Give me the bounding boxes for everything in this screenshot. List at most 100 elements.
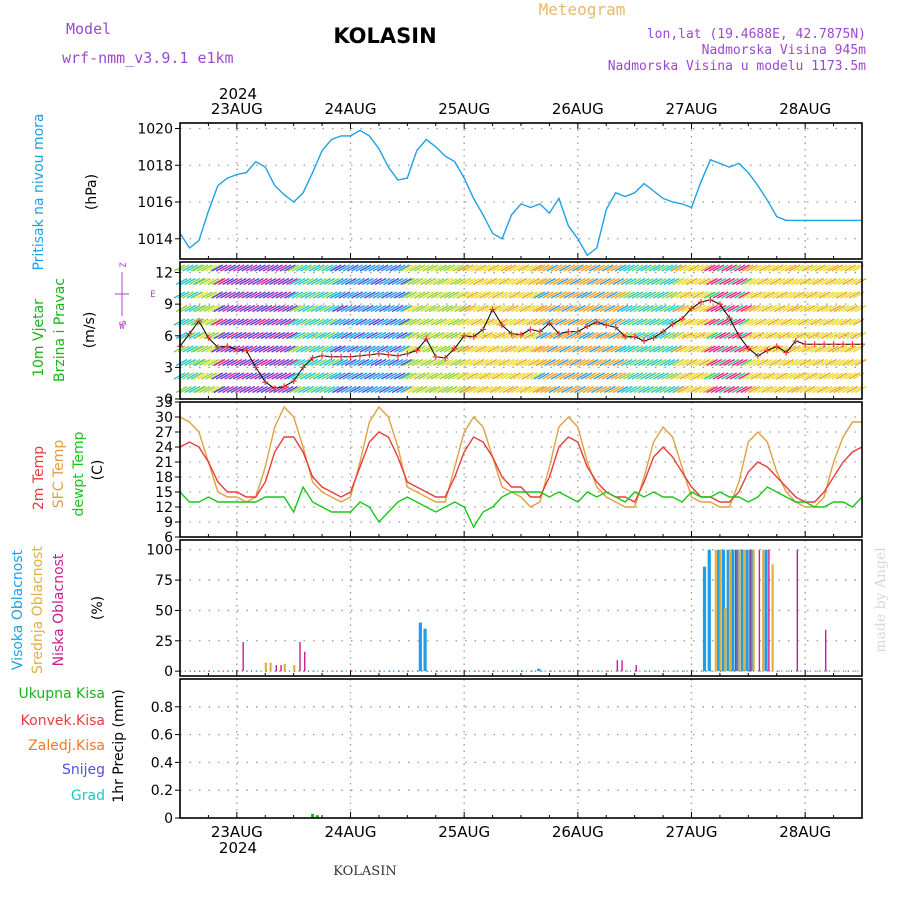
wind-arrow bbox=[523, 277, 536, 286]
wind-arrow bbox=[334, 318, 346, 326]
wind-arrow bbox=[744, 331, 756, 340]
wind-arrow bbox=[211, 304, 224, 313]
wind-arrow bbox=[627, 264, 640, 272]
wind-arrow bbox=[286, 385, 298, 394]
wind-arrow bbox=[810, 372, 822, 380]
wind-arrow bbox=[661, 264, 674, 272]
wind-arrow bbox=[597, 318, 610, 326]
wind-arrow bbox=[736, 358, 748, 367]
wind-arrow bbox=[420, 277, 432, 286]
wind-arrow bbox=[837, 304, 850, 313]
wind-arrow bbox=[387, 358, 400, 367]
y-tick-label: 15 bbox=[155, 485, 173, 501]
wind-arrow bbox=[721, 345, 733, 353]
wind-arrow bbox=[546, 372, 559, 380]
wind-arrow bbox=[300, 345, 312, 353]
temp-series bbox=[179, 405, 863, 529]
wind-arrow bbox=[827, 345, 839, 353]
wind-arrow bbox=[491, 291, 504, 299]
wind-arrow bbox=[623, 291, 635, 299]
wind-arrow bbox=[327, 385, 340, 394]
bar-niska-oblacnost bbox=[796, 549, 798, 672]
precip-series bbox=[311, 813, 319, 818]
wind-arrow bbox=[266, 372, 279, 380]
top-year-label: 2024 bbox=[219, 85, 257, 103]
wind-arrow bbox=[254, 318, 266, 326]
wind-arrow bbox=[614, 345, 627, 353]
wind-arrow bbox=[752, 331, 765, 340]
wind-arrow bbox=[719, 277, 731, 286]
wind-arrow bbox=[733, 345, 746, 353]
wind-arrow bbox=[413, 264, 426, 272]
wind-arrow bbox=[823, 372, 835, 380]
wind-arrow bbox=[188, 331, 201, 340]
wind-arrow bbox=[723, 304, 735, 313]
wind-arrow bbox=[589, 345, 601, 353]
wind-arrow bbox=[750, 291, 763, 299]
wind-arrow bbox=[665, 345, 678, 353]
wind-arrow bbox=[650, 358, 663, 367]
wind-arrow bbox=[401, 372, 413, 380]
wind-arrow bbox=[289, 277, 302, 286]
wind-arrow bbox=[494, 358, 506, 367]
wind-arrow bbox=[222, 385, 234, 394]
wind-arrow bbox=[712, 264, 725, 272]
wind-arrow bbox=[700, 318, 713, 326]
wind-arrow bbox=[788, 318, 801, 326]
wind-arrow bbox=[659, 385, 671, 394]
wind-arrow bbox=[226, 385, 239, 394]
y-tick-label: 0.4 bbox=[151, 755, 173, 771]
wind-arrow bbox=[842, 331, 854, 340]
wind-arrow bbox=[795, 304, 807, 313]
wind-arrow bbox=[258, 372, 271, 380]
wind-arrow bbox=[808, 304, 820, 313]
wind-arrow bbox=[235, 358, 247, 367]
wind-arrow bbox=[731, 277, 744, 286]
wind-arrow bbox=[211, 291, 224, 299]
wind-arrow bbox=[712, 291, 725, 299]
wind-arrow bbox=[805, 345, 818, 353]
wind-arrow bbox=[771, 345, 784, 353]
wind-arrow bbox=[509, 291, 521, 299]
wind-arrow bbox=[477, 331, 489, 340]
wind-arrow bbox=[616, 331, 629, 340]
wind-arrow bbox=[391, 331, 404, 340]
wind-arrow bbox=[696, 372, 709, 380]
wind-arrow bbox=[332, 277, 344, 286]
bar-srednja-oblacnost bbox=[714, 549, 717, 672]
wind-arrow bbox=[347, 372, 359, 380]
wind-arrow bbox=[224, 372, 236, 380]
wind-arrow bbox=[812, 385, 824, 394]
compass-letter-s: S bbox=[119, 320, 129, 325]
y-tick-label: 24 bbox=[155, 440, 173, 456]
wind-arrow bbox=[481, 304, 493, 313]
wind-arrow bbox=[349, 385, 361, 394]
wind-arrow bbox=[825, 304, 837, 313]
wind-arrow bbox=[334, 345, 346, 353]
wind-arrow bbox=[661, 345, 674, 353]
wind-arrow bbox=[401, 291, 413, 299]
wind-arrow bbox=[426, 291, 439, 299]
wind-arrow bbox=[574, 385, 586, 394]
wind-arrow bbox=[175, 277, 188, 286]
wind-arrow bbox=[663, 385, 676, 394]
wind-arrow bbox=[640, 291, 652, 299]
wind-arrow bbox=[771, 372, 784, 380]
wind-arrow bbox=[801, 345, 814, 353]
wind-arrow bbox=[535, 304, 548, 313]
top-day-label: 25AUG bbox=[438, 100, 490, 118]
wind-arrow bbox=[513, 318, 525, 326]
wind-arrow bbox=[721, 264, 733, 272]
wind-arrow bbox=[391, 304, 404, 313]
wind-arrow bbox=[452, 372, 464, 380]
wind-arrow bbox=[192, 264, 205, 272]
wind-arrow bbox=[837, 385, 850, 394]
wind-arrow bbox=[578, 304, 591, 313]
wind-arrow bbox=[291, 318, 304, 326]
wind-arrow bbox=[393, 291, 406, 299]
wind-arrow bbox=[256, 304, 268, 313]
top-day-label: 28AUG bbox=[779, 100, 831, 118]
wind-arrow bbox=[561, 385, 573, 394]
